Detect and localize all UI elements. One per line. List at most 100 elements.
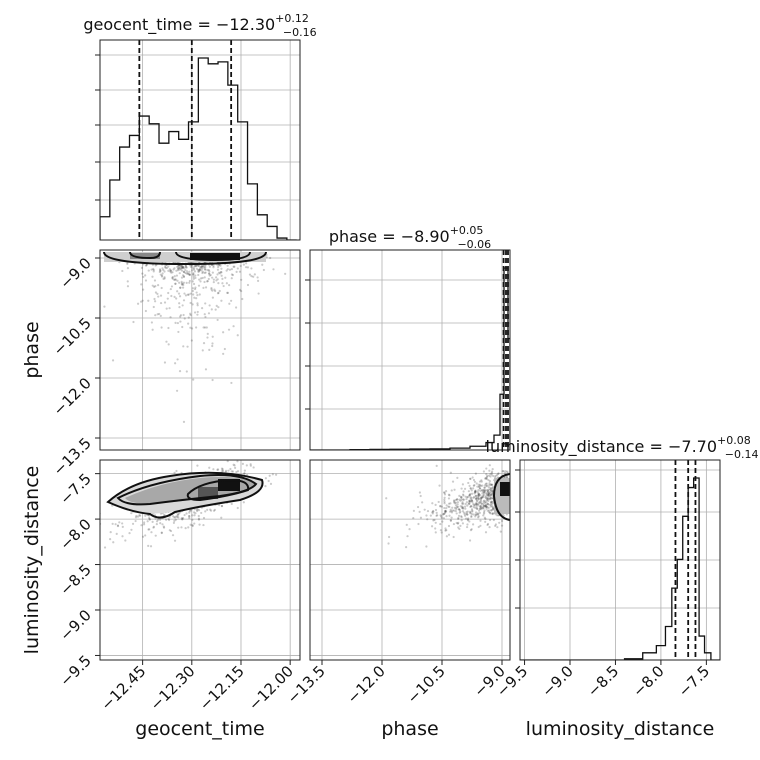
sample-point xyxy=(448,494,451,497)
sample-point xyxy=(476,512,480,515)
sample-point xyxy=(156,292,159,295)
sample-point xyxy=(464,507,467,510)
sample-point xyxy=(191,289,194,293)
sample-point xyxy=(193,311,197,314)
sample-point xyxy=(489,483,492,486)
sample-point xyxy=(184,265,187,268)
sample-point xyxy=(243,472,246,475)
sample-point xyxy=(489,493,493,497)
sample-point xyxy=(494,524,497,528)
sample-point xyxy=(477,488,480,492)
sample-point xyxy=(226,268,229,271)
sample-point xyxy=(197,270,200,273)
sample-point xyxy=(458,498,461,501)
sample-point xyxy=(136,302,140,305)
sample-point xyxy=(193,522,196,525)
sample-point xyxy=(491,507,495,511)
sample-point xyxy=(487,490,490,493)
sample-point xyxy=(147,528,150,531)
sample-point xyxy=(482,514,485,517)
sample-point xyxy=(180,283,184,286)
sample-point xyxy=(450,489,453,492)
sample-point xyxy=(476,485,479,488)
sample-point xyxy=(182,275,186,278)
sample-point xyxy=(174,518,177,521)
sample-point xyxy=(109,531,112,534)
sample-point xyxy=(187,526,190,529)
ylabel-phase: phase xyxy=(21,321,43,378)
sample-point xyxy=(423,508,426,511)
sample-point xyxy=(474,506,477,510)
sample-point xyxy=(444,510,447,513)
sample-point xyxy=(216,278,219,281)
sample-point xyxy=(486,489,489,492)
sample-point xyxy=(212,468,215,471)
sample-point xyxy=(387,535,391,539)
sample-point xyxy=(173,275,176,278)
sample-point xyxy=(190,339,193,342)
sample-point xyxy=(480,506,483,509)
sample-point xyxy=(478,480,482,483)
sample-point xyxy=(179,314,183,317)
sample-point xyxy=(498,521,501,524)
frame-phase-vs-geocent-time xyxy=(99,249,301,451)
sample-point xyxy=(434,531,437,534)
sample-point xyxy=(472,496,475,499)
sample-point xyxy=(474,491,477,494)
ytick-label: −9.0 xyxy=(56,254,94,292)
sample-point xyxy=(153,285,156,288)
sample-point xyxy=(157,295,160,298)
sample-point xyxy=(172,268,175,271)
sample-point xyxy=(456,505,460,508)
sample-point xyxy=(203,280,206,284)
sample-point xyxy=(467,490,470,493)
sample-point xyxy=(480,480,483,483)
sample-point xyxy=(477,497,480,500)
sample-point xyxy=(473,504,476,507)
sample-point xyxy=(201,270,204,273)
sample-point xyxy=(202,286,205,289)
sample-point xyxy=(191,280,194,283)
sample-point xyxy=(473,480,477,483)
sample-point xyxy=(181,266,184,269)
sample-point xyxy=(466,510,469,513)
sample-point xyxy=(210,308,213,311)
sample-point xyxy=(469,477,472,480)
sample-point xyxy=(269,482,273,485)
sample-point xyxy=(174,282,177,285)
sample-point xyxy=(489,501,493,504)
sample-point xyxy=(167,269,170,272)
sample-point xyxy=(439,504,442,508)
sample-point xyxy=(487,509,491,512)
sample-point xyxy=(164,265,167,269)
sample-point xyxy=(195,264,198,267)
sample-point xyxy=(217,282,220,285)
sample-point xyxy=(487,494,490,497)
sample-point xyxy=(482,470,485,473)
sample-point xyxy=(164,266,167,269)
xlabel-luminosity-distance: luminosity_distance xyxy=(526,718,715,740)
sample-point xyxy=(169,270,172,273)
sample-point xyxy=(177,516,180,519)
sample-point xyxy=(497,472,500,476)
sample-point xyxy=(194,276,197,280)
sample-point xyxy=(479,504,482,507)
sample-point xyxy=(478,487,482,490)
sample-point xyxy=(478,501,481,504)
yticks-luminosity-distance: −9.5−9.0−8.5−8.0−7.5 xyxy=(56,470,100,690)
sample-point xyxy=(208,274,211,277)
sample-point xyxy=(189,312,192,315)
sample-point xyxy=(206,268,209,272)
xtick-label: −9.0 xyxy=(538,662,576,700)
sample-point xyxy=(489,488,492,491)
yticks-geocent-time-hist xyxy=(95,54,100,201)
sample-point xyxy=(215,279,218,282)
sample-point xyxy=(443,500,446,503)
sample-point xyxy=(121,525,124,528)
panel-phase-vs-geocent-time: −13.5 −12.0 −10.5 −9.0 phase xyxy=(21,249,301,479)
sample-point xyxy=(174,278,177,281)
sample-point xyxy=(186,270,189,273)
sample-point xyxy=(465,512,468,515)
sample-point xyxy=(490,483,494,486)
sample-point xyxy=(475,507,479,510)
